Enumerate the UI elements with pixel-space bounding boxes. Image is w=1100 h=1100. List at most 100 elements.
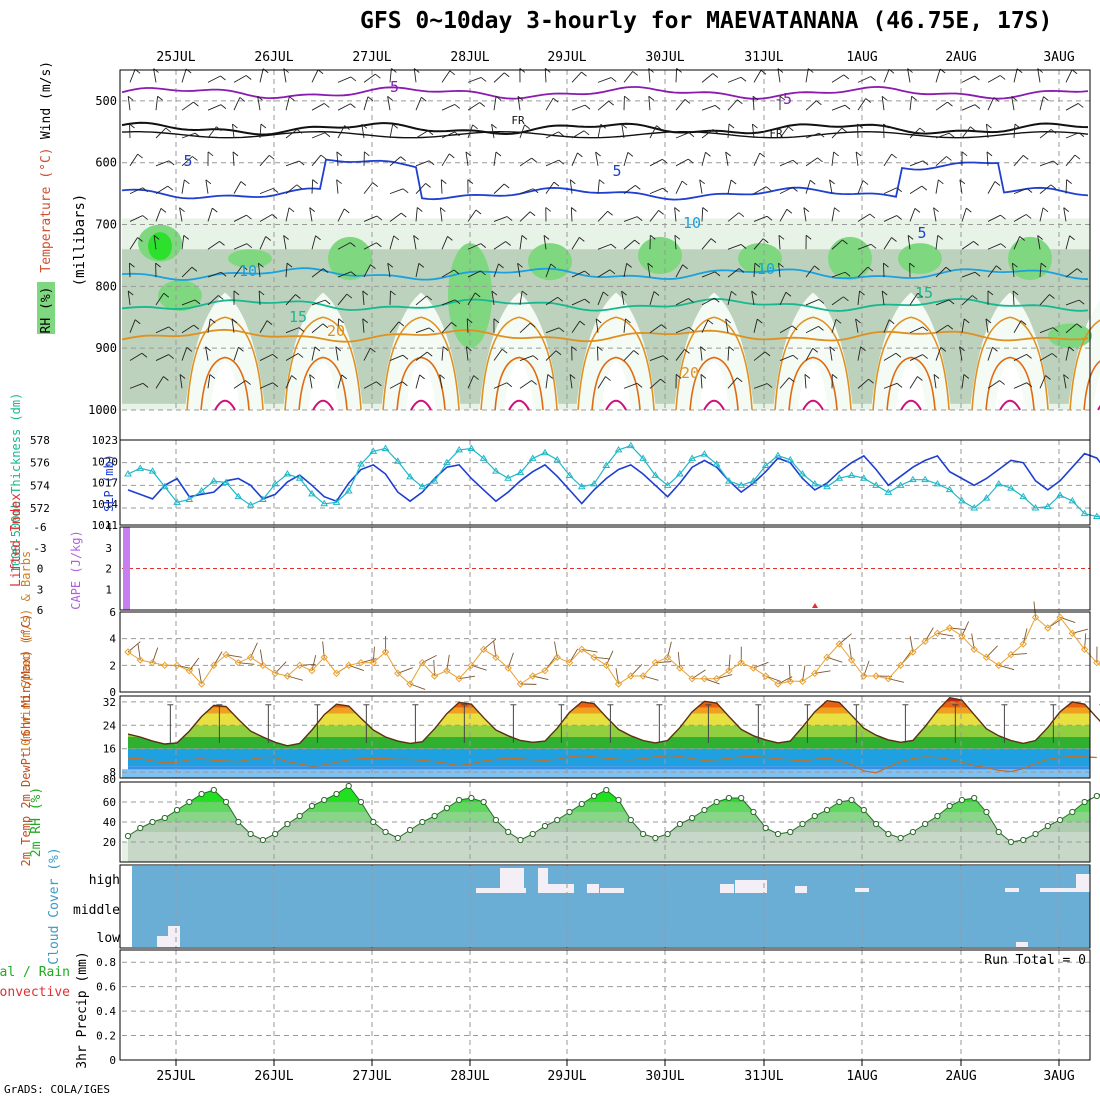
wind-barb [324, 132, 331, 138]
wind-barb [493, 241, 506, 250]
wind-barb [779, 325, 793, 334]
isotherm-dome [186, 316, 264, 411]
wind-speed-point [136, 656, 144, 664]
wind-barb [389, 354, 404, 361]
rh-point [934, 812, 941, 820]
wind-barb [727, 99, 738, 111]
wind-barb [1026, 188, 1033, 193]
wind-barb [389, 188, 404, 195]
wind-barb [521, 290, 528, 296]
rh-moist-blob [228, 249, 272, 268]
wind-speed-point [639, 672, 647, 680]
wind-speed-point [590, 653, 598, 662]
wind-barb [491, 123, 497, 129]
wind-barb [855, 151, 862, 157]
wind-barb [447, 236, 453, 241]
wind-barb [946, 156, 952, 161]
panel-frame [119, 695, 1091, 779]
wind-barb [272, 354, 278, 359]
wind-barb [209, 374, 216, 379]
wind-barb [571, 207, 577, 212]
wind-barb [493, 183, 505, 194]
y-tick-label: 574 [30, 479, 50, 492]
wind-barb [233, 347, 239, 361]
wind-barb [987, 75, 1001, 83]
wind-barb [550, 263, 557, 269]
slp-point [295, 474, 304, 481]
wind-barb [684, 99, 691, 104]
rh-point [872, 820, 880, 828]
wind-barb [245, 75, 252, 80]
rh-point [823, 806, 831, 814]
wind-barb [855, 318, 861, 324]
wind-barb [209, 318, 216, 324]
wind-barb [829, 179, 835, 185]
y-tick-label: 500 [95, 94, 117, 108]
wind-barb [285, 184, 298, 194]
y-tick-label: 6 [37, 604, 44, 617]
wind-barb [413, 68, 417, 83]
wind-barb [1039, 375, 1046, 389]
wind-barb [220, 75, 226, 81]
wind-barb [259, 320, 268, 333]
wind-barb [818, 325, 824, 331]
wind-barb [491, 290, 495, 305]
wind-barb [274, 661, 287, 674]
wind-barb [896, 382, 903, 388]
wind-speed-point [369, 658, 377, 667]
wind-barb [372, 182, 378, 187]
y-tick-label: 0 [109, 1054, 116, 1067]
wind-barb [440, 207, 446, 212]
wind-barb [636, 216, 643, 221]
wind-barb [311, 69, 319, 83]
wind-barb [137, 153, 143, 159]
wind-barb [571, 346, 577, 351]
wind-barb [1037, 235, 1043, 240]
wind-barb [621, 291, 625, 305]
wind-barb [272, 382, 279, 388]
wind-barb [812, 347, 818, 353]
rh-point [382, 828, 389, 836]
wind-barb [1069, 235, 1075, 241]
wind-barb [883, 263, 885, 278]
wind-barb [483, 638, 497, 650]
wind-barb [127, 96, 131, 111]
wind-barb [241, 265, 248, 271]
wind-barb [387, 263, 391, 278]
rh-moist-blob [158, 280, 202, 312]
axis-title-wind10m: 10m Wind Speed (m/s) & Barbs [19, 551, 33, 753]
wind-barb [597, 210, 608, 222]
wind-barb [999, 380, 1005, 385]
wind-speed-point [455, 674, 463, 683]
wind-barb [142, 187, 148, 193]
wind-barb [311, 323, 324, 334]
wind-barb [473, 375, 479, 380]
wind-barb [700, 374, 707, 379]
wind-barb [1020, 320, 1027, 326]
isotherm-dome [999, 399, 1021, 411]
rh-point [750, 808, 757, 816]
wind-speed-point [210, 661, 218, 670]
wind-barb [859, 290, 865, 296]
wind-barb [519, 124, 526, 139]
wind-barb [441, 269, 455, 278]
wind-barb [857, 76, 871, 83]
wind-barb [134, 319, 141, 325]
wind-barb [959, 346, 963, 361]
wind-barb [753, 351, 766, 361]
slp-point [1043, 502, 1052, 510]
slp-point [958, 496, 966, 504]
wind-barb [833, 151, 839, 157]
y-tick-label: 24 [103, 719, 117, 732]
wind-barb [753, 238, 764, 250]
y-tick-label: 0 [37, 563, 44, 576]
rh-point [480, 798, 487, 806]
rh-point [333, 790, 340, 798]
wind-barb [387, 262, 394, 268]
wind-barb [350, 242, 356, 247]
wind-barb [829, 179, 833, 194]
isotherm-label: 10 [239, 262, 257, 280]
isotherm-dome [605, 399, 627, 411]
isotherm-dome [312, 399, 334, 411]
wind-barb [623, 318, 626, 333]
